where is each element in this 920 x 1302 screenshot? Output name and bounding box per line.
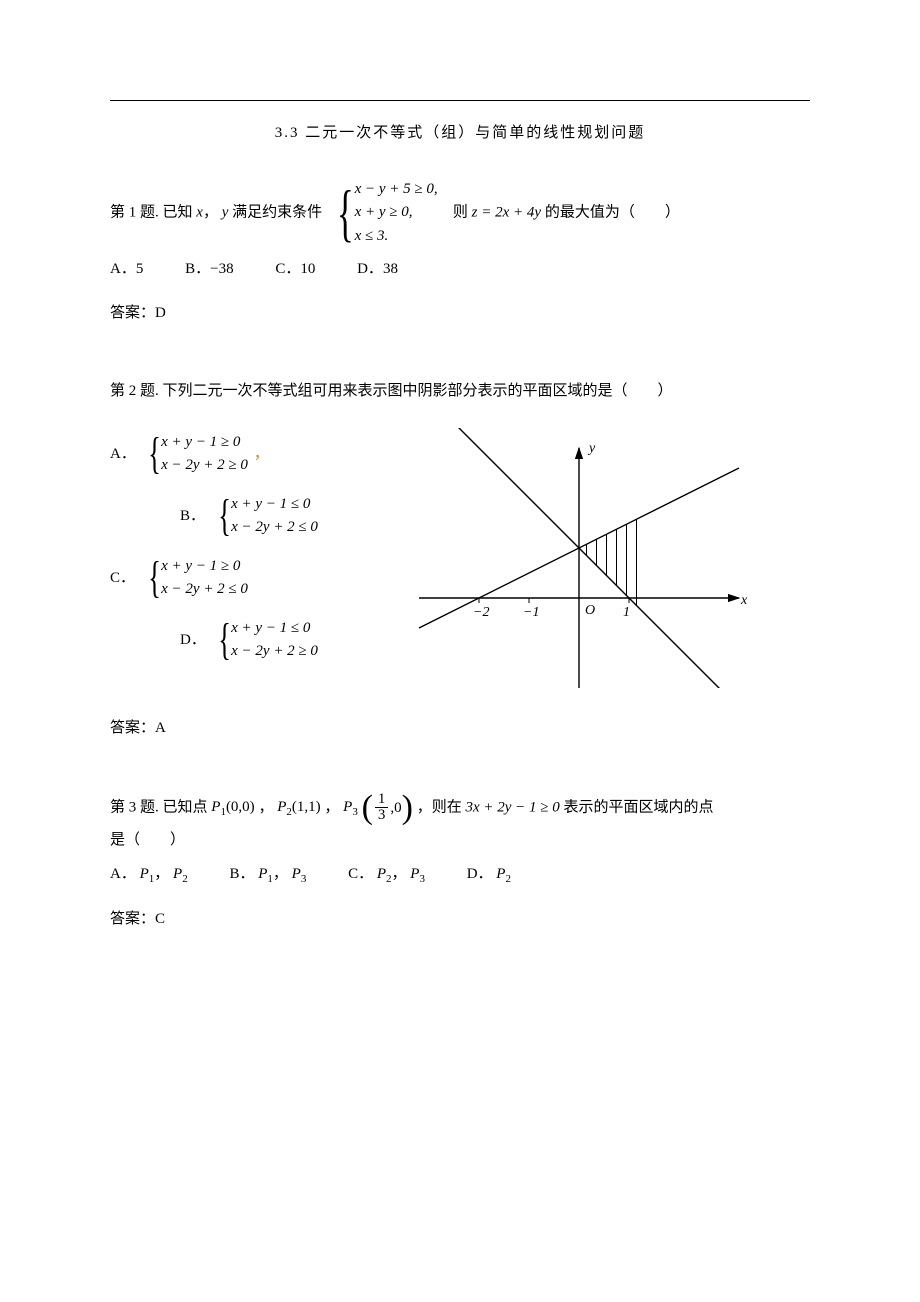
q1-comma1: ， <box>203 204 218 220</box>
q3-P1: P1(0,0) <box>211 799 254 815</box>
top-rule <box>110 100 810 101</box>
q2-graph: −2 −1 1 Ox y <box>394 428 754 699</box>
q1-var-x: x <box>196 204 203 220</box>
q3-ineq: 3x + 2y − 1 ≥ 0 <box>465 799 559 815</box>
q3-P2: P2(1,1) <box>277 799 320 815</box>
question-1: 第 1 题. 已知 x， y 满足约束条件 { x − y + 5 ≥ 0, x… <box>110 178 810 328</box>
q1-opt-D: D．38 <box>357 254 398 284</box>
section-title: 3.3 二元一次不等式（组）与简单的线性规划问题 <box>110 121 810 142</box>
page: 3.3 二元一次不等式（组）与简单的线性规划问题 第 1 题. 已知 x， y … <box>0 0 920 1302</box>
q2-options: A． { x + y − 1 ≥ 0 x − 2y + 2 ≥ 0 ， B． {… <box>110 428 370 676</box>
q1-system: { x − y + 5 ≥ 0, x + y ≥ 0, x ≤ 3. <box>330 178 438 248</box>
q3-opt-D: D． P2 <box>467 859 511 890</box>
q1-opt-B: B．−38 <box>185 254 233 284</box>
q2-answer: 答案：A <box>110 713 810 743</box>
q1-stem-prefix: 第 1 题. 已知 <box>110 204 193 220</box>
q3-stem-line2: 是（ ） <box>110 825 810 855</box>
q3-stem-prefix: 第 3 题. 已知点 <box>110 799 208 815</box>
q1-opt-A: A．5 <box>110 254 143 284</box>
svg-text:−2: −2 <box>473 605 489 620</box>
q1-opt-C: C．10 <box>275 254 315 284</box>
q1-stem-mid: 满足约束条件 <box>232 204 322 220</box>
question-2: 第 2 题. 下列二元一次不等式组可用来表示图中阴影部分表示的平面区域的是（ ）… <box>110 376 810 743</box>
q1-var-y: y <box>222 204 229 220</box>
q1-stem-tail: 的最大值为（ ） <box>545 204 680 220</box>
q1-sys-3: x ≤ 3. <box>355 225 438 248</box>
question-3: 第 3 题. 已知点 P1(0,0) ， P2(1,1) ， P3 ( 13 ,… <box>110 791 810 934</box>
svg-text:O: O <box>585 603 595 618</box>
q1-sys-2: x + y ≥ 0, <box>355 201 438 224</box>
svg-text:−1: −1 <box>523 605 539 620</box>
q2-opt-D: D． { x + y − 1 ≤ 0 x − 2y + 2 ≥ 0 <box>180 614 370 666</box>
q2-opt-C: C． { x + y − 1 ≥ 0 x − 2y + 2 ≤ 0 <box>110 552 370 604</box>
q3-opt-C: C． P2， P3 <box>348 859 425 890</box>
q1-zexpr: z = 2x + 4y <box>472 204 541 220</box>
q3-answer: 答案：C <box>110 904 810 934</box>
q2-opt-B: B． { x + y − 1 ≤ 0 x − 2y + 2 ≤ 0 <box>180 490 370 542</box>
svg-text:x: x <box>740 593 748 608</box>
note-dot: ， <box>254 439 269 469</box>
q1-options: A．5 B．−38 C．10 D．38 <box>110 254 810 284</box>
q1-answer: 答案：D <box>110 298 810 328</box>
q3-opt-A: A． P1， P2 <box>110 859 188 890</box>
q3-options: A． P1， P2 B． P1， P3 C． P2， P3 D． P2 <box>110 859 810 890</box>
q1-stem-after: 则 <box>453 204 468 220</box>
svg-text:1: 1 <box>623 605 630 620</box>
q2-stem: 第 2 题. 下列二元一次不等式组可用来表示图中阴影部分表示的平面区域的是（ ） <box>110 376 810 406</box>
svg-text:y: y <box>587 441 596 456</box>
q3-opt-B: B． P1， P3 <box>229 859 306 890</box>
q2-opt-A: A． { x + y − 1 ≥ 0 x − 2y + 2 ≥ 0 ， <box>110 428 370 480</box>
q1-sys-1: x − y + 5 ≥ 0, <box>355 178 438 201</box>
q3-P3: P3 ( 13 ,0 ) <box>343 799 417 815</box>
